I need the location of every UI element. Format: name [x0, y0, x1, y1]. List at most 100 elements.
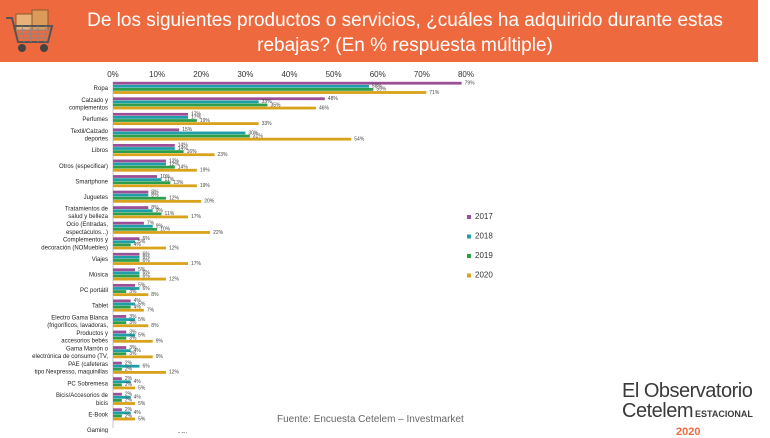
bar-2018 [113, 131, 246, 135]
data-label-2019: 3% [129, 289, 137, 295]
data-label-2019: 3% [129, 336, 137, 342]
data-label-2018: 5% [138, 317, 146, 323]
bar-2019 [113, 150, 184, 153]
bar-2020 [113, 339, 153, 343]
category-label: accesorios bebés [61, 339, 108, 345]
bar-2017 [113, 408, 122, 412]
bar-2020 [113, 386, 136, 390]
data-label-2020: 22% [213, 230, 224, 236]
category-label: Tratamientos de [65, 207, 109, 213]
data-label-2019: 2% [125, 398, 133, 404]
data-label-2017: 8% [151, 205, 159, 211]
bar-2020 [113, 106, 316, 110]
bar-2018 [113, 240, 136, 244]
brand-line2: Cetelem ESTACIONAL [622, 401, 762, 424]
data-label-2017: 12% [169, 158, 180, 164]
legend-label-2020: 2020 [475, 271, 493, 280]
data-label-2019: 13% [173, 180, 184, 186]
bar-2018 [113, 318, 136, 321]
data-label-2017: 6% [142, 252, 150, 258]
data-label-2018: 17% [191, 115, 202, 121]
bar-2018 [113, 380, 131, 384]
x-tick-label: 40% [281, 70, 297, 79]
data-label-2017: 3% [129, 345, 137, 351]
bar-2017 [113, 97, 325, 101]
bar-2020 [113, 122, 259, 125]
data-label-2018: 58% [372, 84, 383, 90]
data-label-2018: 4% [134, 379, 142, 385]
legend-label-2019: 2019 [475, 251, 493, 260]
bar-2017 [113, 361, 122, 365]
brand-name: Cetelem [622, 400, 693, 422]
category-label: Tablet [92, 304, 108, 310]
bar-2018 [113, 271, 140, 275]
bar-2020 [113, 153, 215, 157]
category-label: Gama Marrón o [66, 347, 109, 353]
category-label: Música [89, 273, 109, 279]
legend-swatch-2020 [467, 273, 471, 278]
data-label-2020: 5% [138, 385, 146, 391]
data-label-2017: 2% [125, 360, 133, 366]
data-label-2018: 11% [165, 177, 175, 183]
bar-2020 [113, 91, 427, 94]
data-label-2020: 17% [191, 214, 202, 220]
data-label-2019: 3% [129, 351, 137, 357]
category-label: Gaming [87, 428, 108, 433]
bar-2019 [113, 212, 162, 216]
category-label: deportes [85, 136, 108, 142]
bar-2019 [113, 165, 175, 169]
category-label: Otros (especificar) [59, 164, 108, 170]
bar-2017 [113, 346, 127, 349]
bar-2018 [113, 178, 162, 181]
data-label-2018: 30% [248, 130, 259, 136]
bar-2018 [113, 162, 166, 166]
data-label-2017: 14% [178, 143, 189, 149]
data-label-2018: 9% [156, 208, 164, 214]
category-label: Perfumes [82, 117, 108, 123]
bar-2018 [113, 364, 140, 368]
category-label: tipo Nexpresso, maquinillas [35, 370, 108, 376]
data-label-2017: 4% [134, 298, 142, 304]
bar-2017 [113, 315, 127, 318]
bar-2017 [113, 81, 462, 85]
bar-2017 [113, 206, 149, 209]
data-label-2019: 12% [169, 196, 180, 202]
bar-2020 [113, 168, 197, 172]
category-label: PAE (cafeteras [68, 362, 108, 368]
data-label-2019: 6% [142, 273, 150, 279]
data-label-2020: 19% [200, 168, 211, 174]
data-label-2019: 6% [142, 258, 150, 264]
bar-2017 [113, 237, 140, 241]
category-label: (frigoríficos, lavadoras, [47, 323, 108, 329]
bar-2019 [113, 119, 197, 122]
x-tick-label: 50% [326, 70, 342, 79]
data-label-2017: 48% [328, 96, 339, 102]
category-label: E-Book [88, 413, 109, 419]
bar-2020 [113, 199, 202, 203]
bar-2019 [113, 134, 250, 138]
data-label-2019: 2% [125, 367, 133, 373]
brand-logo: El Observatorio Cetelem ESTACIONAL 2020 [622, 381, 762, 438]
bar-2017 [113, 268, 136, 272]
data-label-2017: 8% [151, 189, 159, 195]
data-label-2017: 79% [465, 81, 476, 87]
data-label-2019: 4% [134, 304, 142, 310]
bar-2019 [113, 103, 268, 107]
chart-title: De los siguientes productos o servicios,… [87, 10, 723, 56]
data-label-2020: 71% [429, 90, 440, 96]
bar-2020 [113, 324, 149, 328]
data-label-2018: 4% [134, 395, 142, 401]
x-tick-label: 30% [237, 70, 253, 79]
data-label-2018: 33% [262, 99, 273, 105]
category-label: PC Sobremesa [67, 381, 108, 387]
data-label-2018: 6% [142, 286, 150, 292]
category-label: complementos [69, 105, 108, 111]
bar-2020 [113, 308, 144, 312]
bar-2018 [113, 287, 140, 290]
data-label-2018: 4% [134, 348, 142, 354]
category-label: Productos y [76, 331, 108, 337]
bar-2020 [113, 262, 189, 265]
bar-2017 [113, 330, 127, 334]
bar-2018 [113, 302, 136, 306]
